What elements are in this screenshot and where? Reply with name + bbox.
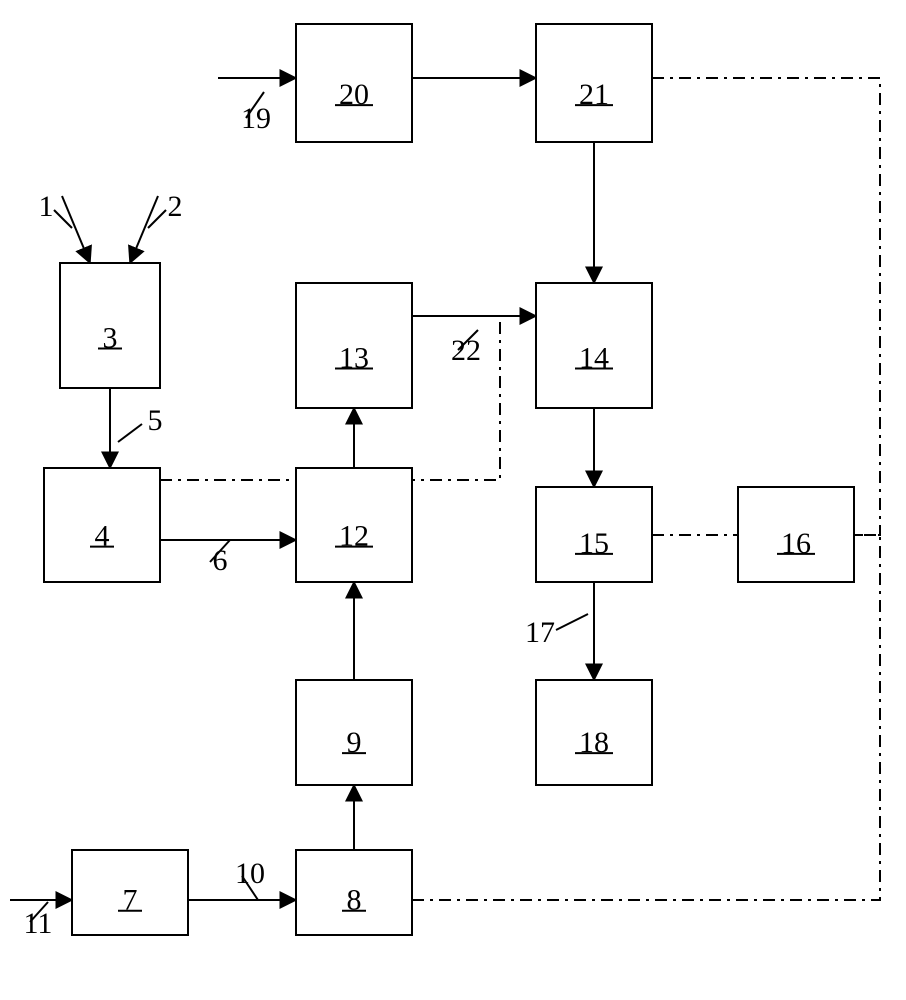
- label-2: 2: [168, 190, 183, 223]
- label-5: 5: [148, 404, 163, 437]
- label-6: 6: [213, 544, 228, 577]
- label-1: 1: [39, 190, 54, 223]
- label-17: 17: [525, 616, 555, 649]
- label-10: 10: [235, 857, 265, 890]
- arrow-in2: [130, 196, 158, 263]
- label-22: 22: [451, 334, 481, 367]
- tick-17: [556, 614, 588, 630]
- tick-5: [118, 424, 142, 442]
- label-19: 19: [241, 102, 271, 135]
- dashed-d21_16: [652, 78, 880, 535]
- arrow-in1: [62, 196, 90, 263]
